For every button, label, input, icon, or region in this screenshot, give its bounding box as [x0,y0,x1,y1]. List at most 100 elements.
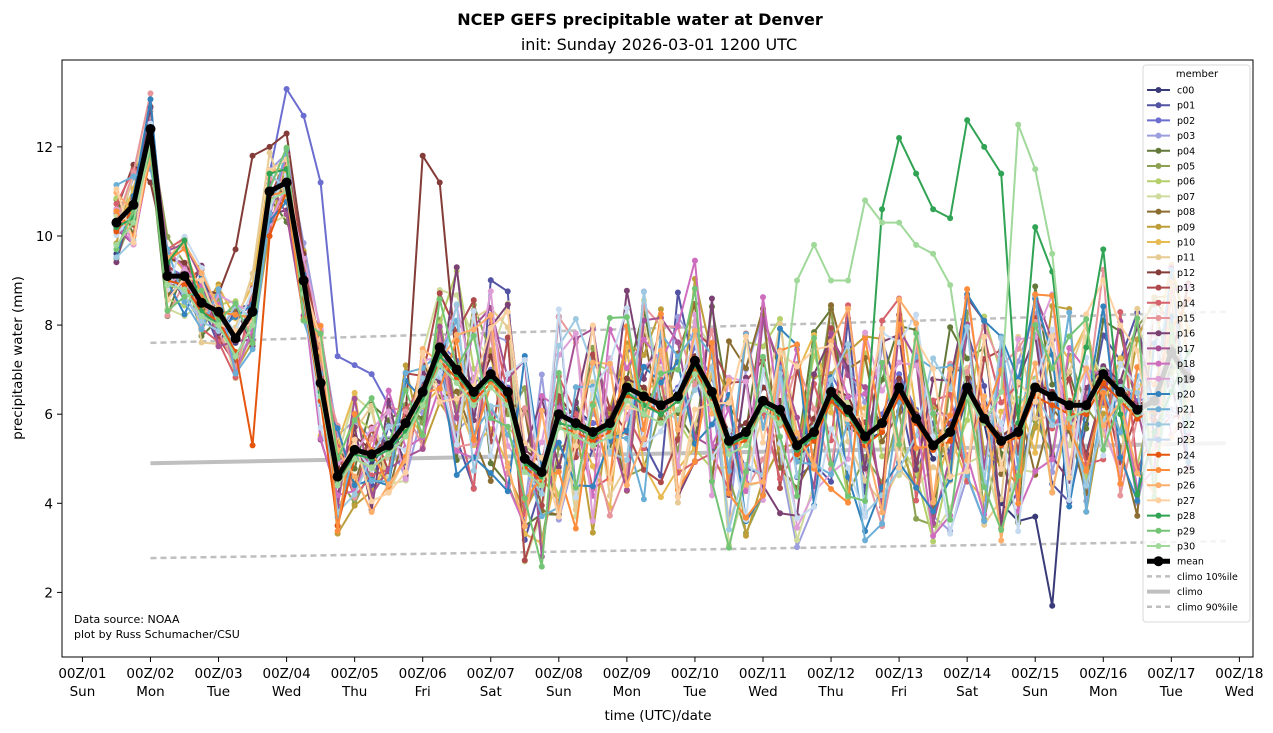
legend-item-p30: p30 [1147,542,1195,553]
data-point-p29 [742,468,749,475]
data-point-p29 [1032,321,1039,328]
data-point-p29 [725,544,732,551]
data-point-p25 [725,490,732,497]
data-point-p23 [1100,452,1107,459]
data-point-mean [1064,400,1075,411]
data-point-p27 [981,333,988,340]
data-point-p29 [981,483,988,490]
legend-item-p08: p08 [1147,207,1195,218]
data-point-p28 [879,206,886,213]
data-point-mean [383,440,394,451]
data-point-p09 [402,362,409,369]
data-point-p17 [215,343,222,350]
data-point-p22 [708,364,715,371]
data-point-p17 [640,317,647,324]
data-point-mean [485,369,496,380]
legend-item-p04: p04 [1147,146,1195,157]
data-point-p21 [113,181,120,188]
data-point-p27 [691,406,698,413]
data-point-p29 [623,314,630,321]
data-point-p13 [777,485,784,492]
legend-marker [1155,451,1162,458]
data-point-p30 [1049,250,1056,257]
x-tick-day-label: Tue [1159,684,1183,700]
data-point-p29 [845,493,852,500]
data-point-p11 [1134,305,1141,312]
data-point-p29 [674,366,681,373]
data-point-p11 [606,492,613,499]
data-point-p30 [691,371,698,378]
data-point-p13 [589,351,596,358]
data-point-p23 [930,433,937,440]
data-point-p19 [862,329,869,336]
data-point-p29 [657,370,664,377]
legend-label: p19 [1177,374,1195,385]
data-point-p12 [266,143,273,150]
data-point-p22 [572,315,579,322]
x-tick-day-label: Wed [748,684,777,700]
data-point-p30 [198,313,205,320]
data-point-p25 [555,468,562,475]
legend-marker [1155,299,1162,306]
legend-marker [1155,147,1162,154]
data-point-p02 [368,371,375,378]
data-point-p27 [198,277,205,284]
data-point-p19 [896,359,903,366]
x-tick-day-label: Thu [817,684,843,700]
legend-label: p11 [1177,253,1195,264]
data-point-p04 [487,460,494,467]
data-point-p19 [845,455,852,462]
data-point-p21 [1117,429,1124,436]
legend-label: p02 [1177,116,1195,127]
legend-label: p26 [1177,481,1195,492]
data-point-p15 [521,405,528,412]
data-point-p15 [708,327,715,334]
data-point-p25 [1015,500,1022,507]
data-point-p23 [794,515,801,522]
data-point-p26 [487,312,494,319]
data-point-p14 [777,475,784,482]
data-point-p18 [538,393,545,400]
data-point-p28 [896,134,903,141]
data-point-p24 [811,437,818,444]
data-point-p28 [1117,411,1124,418]
data-point-p19 [538,439,545,446]
legend-item-p01: p01 [1147,101,1195,112]
data-point-p27 [351,436,358,443]
legend-item-p26: p26 [1147,481,1195,492]
data-point-p30 [487,384,494,391]
legend-label: p29 [1177,526,1195,537]
data-point-p29 [419,432,426,439]
legend-marker [1155,497,1162,504]
legend-item-climo-10-ile: climo 10%ile [1147,572,1238,583]
data-point-p11 [266,149,273,156]
data-point-p18 [759,294,766,301]
data-point-mean [196,297,207,308]
data-point-p26 [1100,422,1107,429]
data-point-p20 [1117,454,1124,461]
data-point-p20 [181,311,188,318]
data-point-p30 [453,380,460,387]
data-point-p30 [402,433,409,440]
data-point-p12 [181,259,188,266]
data-point-p20 [981,317,988,324]
data-point-p27 [419,349,426,356]
data-point-p29 [249,340,256,347]
data-point-p08 [487,478,494,485]
data-point-p26 [351,473,358,480]
data-point-p25 [351,410,358,417]
data-point-mean [332,471,343,482]
legend-item-p14: p14 [1147,298,1195,309]
data-point-p29 [538,563,545,570]
data-point-p20 [334,425,341,432]
data-point-p16 [811,371,818,378]
data-point-p30 [725,451,732,458]
data-point-p30 [419,402,426,409]
data-point-p27 [759,439,766,446]
data-point-p27 [1015,379,1022,386]
data-point-p22 [351,491,358,498]
data-point-p25 [470,436,477,443]
data-point-mean [468,386,479,397]
data-point-p19 [1015,336,1022,343]
data-point-p15 [164,312,171,319]
